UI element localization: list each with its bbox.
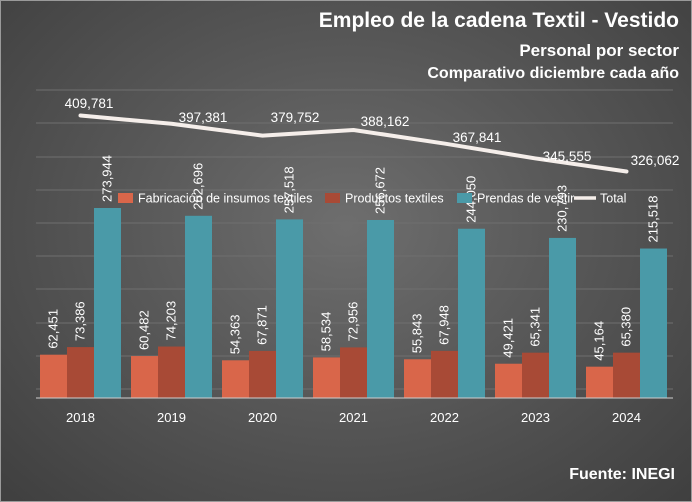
x-tick-label: 2023	[521, 410, 550, 425]
bar-value-label: 262,696	[191, 163, 206, 210]
total-line	[78, 113, 629, 174]
bar-value-label: 73,386	[73, 301, 88, 341]
bar-value-label: 257,518	[282, 166, 297, 213]
total-value-label: 345,555	[543, 149, 592, 164]
bar	[340, 347, 367, 398]
bar-value-label: 74,203	[164, 301, 179, 341]
bar	[249, 350, 276, 398]
bar	[522, 352, 549, 398]
x-tick-label: 2020	[248, 410, 277, 425]
bar	[458, 228, 485, 398]
bar	[67, 347, 94, 398]
bar	[613, 352, 640, 398]
x-tick-label: 2021	[339, 410, 368, 425]
bar-value-label: 58,534	[319, 312, 334, 352]
x-tick-label: 2018	[66, 410, 95, 425]
total-value-label: 388,162	[361, 114, 410, 129]
bar	[367, 219, 394, 398]
bar	[94, 208, 121, 398]
bar	[431, 350, 458, 398]
bar-value-label: 62,451	[46, 309, 61, 349]
legend-swatch	[457, 193, 472, 203]
bar-value-label: 49,421	[501, 318, 516, 358]
bar-value-label: 60,482	[137, 310, 152, 350]
total-value-label: 409,781	[65, 96, 114, 111]
bar	[495, 363, 522, 398]
source-note: Fuente: INEGI	[569, 466, 675, 483]
bar	[185, 215, 212, 398]
total-value-label: 367,841	[453, 130, 502, 145]
legend-label: Productos textiles	[345, 192, 444, 206]
legend-label: Fabricación de insumos textiles	[138, 192, 312, 206]
total-value-label: 379,752	[271, 110, 320, 125]
bar-value-label: 65,380	[619, 307, 634, 347]
x-tick-label: 2024	[612, 410, 641, 425]
x-tick-label: 2019	[157, 410, 186, 425]
chart-subtitle-2: Comparativo diciembre cada año	[427, 65, 679, 82]
x-tick-label: 2022	[430, 410, 459, 425]
legend-swatch	[325, 193, 340, 203]
bar-value-label: 65,341	[528, 307, 543, 347]
bar-value-label: 45,164	[592, 321, 607, 361]
legend-label: Total	[600, 192, 626, 206]
bar-value-label: 67,948	[437, 305, 452, 345]
bar-value-label: 54,363	[228, 315, 243, 355]
bar-value-label: 273,944	[100, 155, 115, 202]
bar-value-label: 55,843	[410, 314, 425, 354]
bar	[313, 357, 340, 398]
bar	[158, 346, 185, 398]
bar	[131, 356, 158, 398]
bar-value-label: 256,672	[373, 167, 388, 214]
bar	[276, 219, 303, 398]
total-value-label: 326,062	[631, 153, 680, 168]
bar-value-label: 67,871	[255, 305, 270, 345]
legend-label: Prendas de vestir	[477, 192, 574, 206]
bar	[40, 354, 67, 398]
total-value-label: 397,381	[179, 110, 228, 125]
legend-swatch	[118, 193, 133, 203]
chart-title: Empleo de la cadena Textil - Vestido	[318, 9, 679, 32]
bar	[586, 366, 613, 398]
chart-subtitle: Personal por sector	[519, 41, 679, 60]
bar	[640, 248, 667, 398]
bar	[404, 359, 431, 398]
bar-value-label: 230,793	[555, 185, 570, 232]
bar	[222, 360, 249, 398]
bar-value-label: 215,518	[646, 196, 661, 243]
bar	[549, 237, 576, 398]
bar-value-label: 72,956	[346, 302, 361, 342]
